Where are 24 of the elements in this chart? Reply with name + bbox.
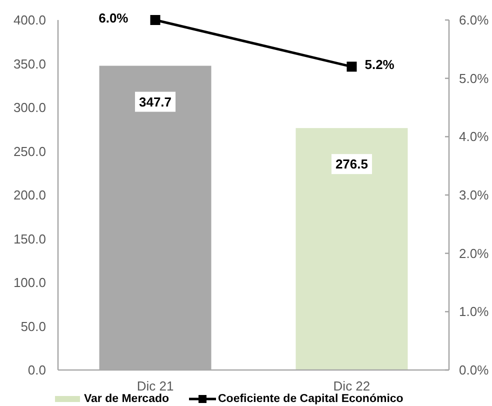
x-tick-label: Dic 22 xyxy=(333,378,370,394)
data-label: 6.0% xyxy=(98,10,129,26)
y2-tick-label: 2.0% xyxy=(459,246,490,261)
y2-tick-label: 3.0% xyxy=(459,188,490,202)
y-tick-label: 350.0 xyxy=(13,56,46,72)
legend-label: Coeficiente de Capital Económico xyxy=(218,393,404,405)
legend-label: Var de Mercado xyxy=(84,393,170,405)
y-tick-label: 400.0 xyxy=(13,12,46,28)
y-tick-label: 200.0 xyxy=(13,188,46,202)
data-label: 276.5 xyxy=(335,156,368,172)
y2-tick-label: 0.0% xyxy=(459,362,490,378)
y-tick-label: 0.0 xyxy=(28,362,46,378)
y-tick-label: 300.0 xyxy=(13,100,46,115)
data-label: 347.7 xyxy=(138,94,172,110)
y2-tick-label: 1.0% xyxy=(459,304,490,320)
data-label: 5.2% xyxy=(364,57,395,72)
y-tick-label: 150.0 xyxy=(13,231,46,246)
x-tick-label: Dic 21 xyxy=(136,378,174,394)
y2-tick-label: 6.0% xyxy=(459,12,490,28)
y-tick-label: 100.0 xyxy=(13,275,46,290)
y-tick-label: 250.0 xyxy=(13,144,46,159)
y2-tick-label: 5.0% xyxy=(459,70,490,86)
y2-tick-label: 4.0% xyxy=(459,129,490,144)
y-tick-label: 50.0 xyxy=(20,318,46,334)
